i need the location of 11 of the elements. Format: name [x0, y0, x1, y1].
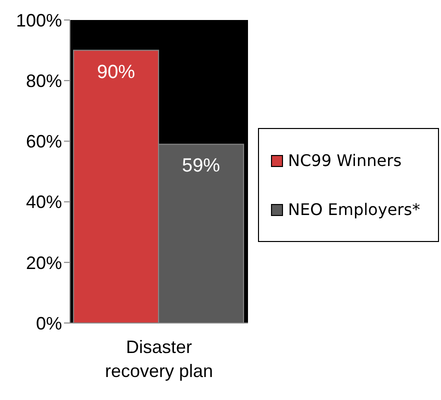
y-tick-label: 20%	[26, 252, 62, 273]
y-tick-label: 40%	[26, 192, 62, 212]
y-tick-label: 0%	[36, 313, 62, 334]
text: 90%	[97, 62, 136, 83]
y-tick-label: 80%	[26, 70, 62, 91]
legend-label: NEO Employers*	[288, 200, 420, 219]
x-tick-label: Disaster recovery plan	[104, 337, 214, 381]
y-tick-label: 60%	[26, 132, 62, 152]
text: 59%	[182, 156, 220, 177]
text: NC99 Winners	[288, 151, 402, 170]
y-tick-label: 100%	[16, 10, 62, 30]
